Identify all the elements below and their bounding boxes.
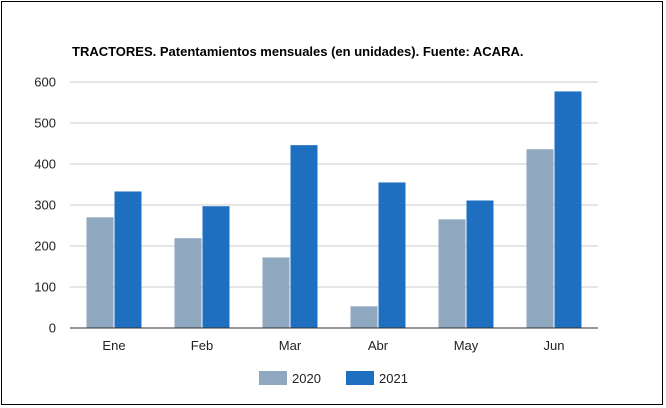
- legend: 2020 2021: [259, 371, 408, 386]
- legend-swatch-2020: [259, 371, 287, 385]
- bar-2021-May: [466, 200, 494, 328]
- y-tick-label: 500: [34, 116, 56, 131]
- y-axis-ticks: 0 100 200 300 400 500 600: [34, 75, 56, 336]
- gridlines: [70, 81, 598, 288]
- y-tick-label: 200: [34, 239, 56, 254]
- y-tick-label: 0: [49, 321, 56, 336]
- bar-2021-Mar: [290, 145, 318, 328]
- x-tick-label: Feb: [191, 338, 213, 353]
- bar-2020-Jun: [526, 149, 554, 328]
- x-axis-ticks: Ene Feb Mar Abr May Jun: [102, 338, 564, 353]
- bar-2021-Feb: [202, 206, 230, 328]
- legend-label: 2020: [292, 371, 321, 386]
- x-tick-label: May: [454, 338, 479, 353]
- bar-2020-Ene: [86, 217, 114, 328]
- bars: [86, 91, 582, 329]
- chart-title: TRACTORES. Patentamientos mensuales (en …: [72, 44, 523, 59]
- y-tick-label: 600: [34, 75, 56, 90]
- bar-2020-May: [438, 219, 466, 328]
- bar-2020-Abr: [350, 306, 378, 328]
- x-tick-label: Ene: [102, 338, 125, 353]
- legend-swatch-2021: [346, 371, 374, 385]
- y-tick-label: 100: [34, 280, 56, 295]
- x-tick-label: Mar: [279, 338, 302, 353]
- bar-2021-Jun: [554, 91, 582, 329]
- x-tick-label: Jun: [544, 338, 565, 353]
- bar-2020-Feb: [174, 238, 202, 328]
- bar-2021-Ene: [114, 191, 142, 328]
- x-tick-label: Abr: [368, 338, 389, 353]
- y-tick-label: 300: [34, 198, 56, 213]
- bar-2021-Abr: [378, 182, 406, 328]
- legend-label: 2021: [379, 371, 408, 386]
- bar-2020-Mar: [262, 257, 290, 328]
- y-tick-label: 400: [34, 157, 56, 172]
